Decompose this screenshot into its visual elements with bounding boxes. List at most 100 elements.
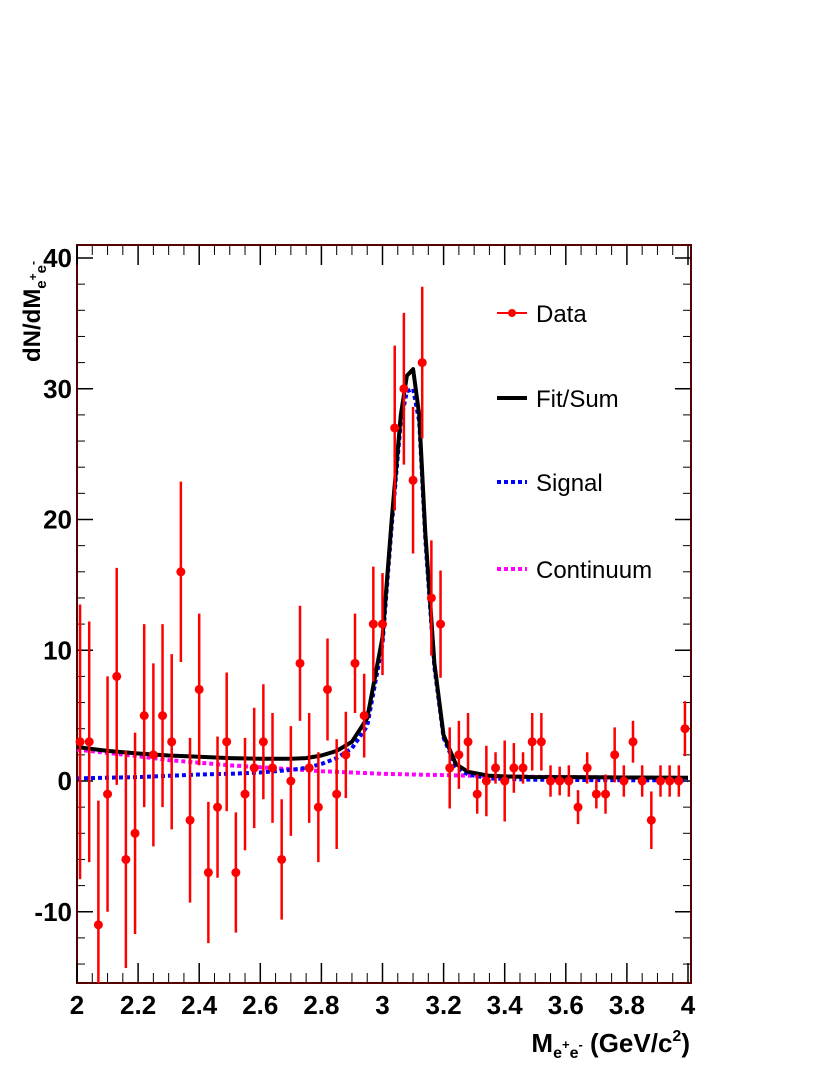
data-point [277,854,287,864]
data-point [500,776,510,786]
data-point [509,763,519,773]
fit-sum-line [76,367,689,780]
data-point [646,815,656,825]
data-point [436,619,446,629]
data-point [546,776,556,786]
data-point [249,763,259,773]
x-tick-label: 4 [681,990,696,1020]
data-point [637,776,647,786]
data-point [350,658,360,668]
legend-label: Fit/Sum [536,386,619,413]
legend-swatch-marker [508,309,516,317]
y-axis-title: dN/dMe+e- [19,261,50,362]
data-point [399,384,409,394]
data-point [368,619,378,629]
data-point [417,358,427,368]
y-tick-label: -10 [34,897,72,927]
fit-sum-series [76,367,689,780]
data-point [304,763,314,773]
data-point [601,789,611,799]
data-point [176,567,186,577]
data-point [286,776,296,786]
legend-item: Signal [497,470,603,497]
data-point [93,920,103,930]
data-point [103,789,113,799]
x-tick-label: 3.6 [548,990,584,1020]
data-point [295,658,305,668]
data-point [222,737,232,747]
data-point [185,815,195,825]
data-point [194,684,204,694]
data-point [564,776,574,786]
x-tick-label: 3.4 [487,990,524,1020]
data-point [573,802,583,812]
data-point [240,789,250,799]
legend-item: Data [497,301,587,328]
x-axis: 2 2.2 2.4 2.6 2.8 3 3.2 3.4 3.6 3.8 4 [70,245,696,1020]
data-point [555,776,565,786]
x-tick-label: 2.8 [303,990,339,1020]
data-point [332,789,342,799]
data-point [527,737,537,747]
x-tick-label: 3.2 [426,990,462,1020]
data-point [268,763,278,773]
data-point [408,475,418,485]
data-point [481,776,491,786]
data-point [582,763,592,773]
data-point [167,737,177,747]
x-axis-title: Me+e- (GeV/c2) [531,1028,690,1062]
plot-frame [76,244,692,984]
legend-label: Continuum [536,557,652,584]
data-point [445,763,455,773]
data-point [491,763,501,773]
data-point [213,802,223,812]
data-point [158,711,168,721]
data-point [148,750,158,760]
y-tick-label: 20 [43,505,72,535]
data-point [628,737,638,747]
data-point [84,737,94,747]
data-point [130,828,140,838]
y-tick-label: 30 [43,374,72,404]
signal-series [76,386,688,783]
data-point [472,789,482,799]
signal-line [76,386,688,783]
data-point [203,868,213,878]
data-point [518,763,528,773]
x-tick-label: 2 [70,990,84,1020]
y-tick-label: 0 [58,766,72,796]
data-point [656,776,666,786]
data-point [112,671,122,681]
legend-label: Signal [536,470,603,497]
data-point [619,776,629,786]
legend-item: Continuum [497,557,652,584]
data-point [313,802,323,812]
y-tick-label: 10 [43,635,72,665]
data-point [359,711,369,721]
legend: Data Fit/Sum Signal Continuum [497,301,652,584]
data-point [139,711,149,721]
data-point [426,593,436,603]
data-point [591,789,601,799]
data-point [680,724,690,734]
y-tick-label: 40 [43,243,72,273]
data-point [75,737,85,747]
data-point [665,776,675,786]
data-point [341,750,351,760]
legend-item: Fit/Sum [497,386,619,413]
x-tick-label: 2.6 [242,990,278,1020]
data-point [610,750,620,760]
data-point [378,619,387,629]
x-tick-label: 2.2 [120,990,156,1020]
y-axis: -10 0 10 20 30 40 [34,243,691,965]
x-tick-label: 2.4 [181,990,218,1020]
data-point [121,854,131,864]
data-point [323,684,333,694]
legend-label: Data [536,301,587,328]
data-point [390,423,400,433]
x-tick-label: 3 [375,990,389,1020]
data-series [75,286,690,983]
data-point [674,776,684,786]
data-point [454,750,464,760]
